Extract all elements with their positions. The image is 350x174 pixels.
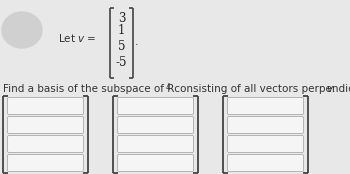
Text: .: . — [135, 37, 138, 47]
Text: consisting of all vectors perpendicular to: consisting of all vectors perpendicular … — [171, 84, 350, 94]
FancyBboxPatch shape — [228, 136, 303, 152]
Text: -5: -5 — [116, 57, 127, 69]
FancyBboxPatch shape — [7, 155, 84, 172]
FancyBboxPatch shape — [228, 97, 303, 114]
FancyBboxPatch shape — [7, 97, 84, 114]
FancyBboxPatch shape — [7, 136, 84, 152]
FancyBboxPatch shape — [228, 117, 303, 133]
FancyBboxPatch shape — [118, 97, 194, 114]
FancyBboxPatch shape — [7, 117, 84, 133]
Text: 4: 4 — [166, 83, 171, 92]
FancyBboxPatch shape — [228, 155, 303, 172]
Text: 3: 3 — [118, 13, 125, 26]
Text: Let $v$ =: Let $v$ = — [58, 32, 97, 44]
FancyBboxPatch shape — [118, 136, 194, 152]
Ellipse shape — [2, 12, 42, 48]
Text: 5: 5 — [118, 39, 125, 53]
Text: .: . — [332, 84, 335, 94]
FancyBboxPatch shape — [118, 155, 194, 172]
Text: v: v — [326, 84, 332, 94]
Text: 1: 1 — [118, 25, 125, 38]
Text: Find a basis of the subspace of R: Find a basis of the subspace of R — [3, 84, 174, 94]
FancyBboxPatch shape — [118, 117, 194, 133]
